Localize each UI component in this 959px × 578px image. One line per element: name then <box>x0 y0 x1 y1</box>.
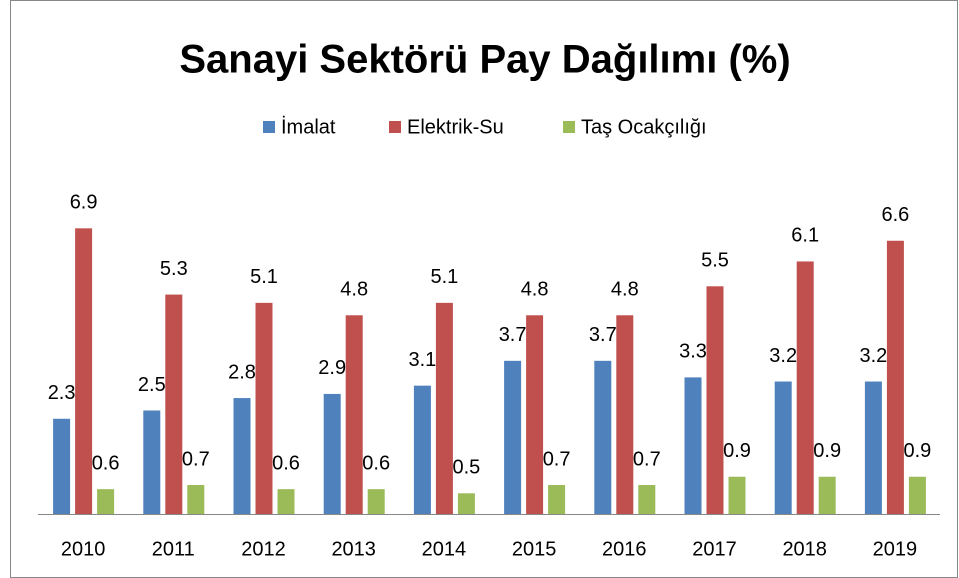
data-label: 6.1 <box>791 225 819 247</box>
bar <box>526 315 544 514</box>
bar <box>457 493 475 514</box>
data-label: 0.6 <box>92 452 120 474</box>
data-label: 6.6 <box>881 204 909 226</box>
bar <box>616 315 634 514</box>
x-tick-label: 2013 <box>331 538 376 560</box>
bar <box>706 286 724 514</box>
data-label: 5.5 <box>701 250 729 272</box>
data-label: 5.3 <box>160 258 188 280</box>
data-label: 0.7 <box>543 448 571 470</box>
x-tick-label: 2014 <box>422 538 467 560</box>
bar <box>864 381 882 514</box>
bar <box>684 377 702 514</box>
legend-label: Elektrik-Su <box>407 116 504 138</box>
bar <box>277 489 295 514</box>
data-label: 5.1 <box>250 266 278 288</box>
legend-swatch <box>389 121 401 133</box>
data-label: 4.8 <box>521 279 549 301</box>
data-label: 3.2 <box>859 345 887 367</box>
data-label: 0.5 <box>452 457 480 479</box>
x-tick-label: 2016 <box>602 538 647 560</box>
bar <box>728 476 746 514</box>
data-label: 0.9 <box>813 440 841 462</box>
bar <box>594 360 612 514</box>
data-label: 3.3 <box>679 341 707 363</box>
legend-label: İmalat <box>281 115 336 138</box>
bar <box>323 393 341 514</box>
bar <box>413 385 431 514</box>
x-tick-label: 2012 <box>241 538 286 560</box>
bar <box>796 261 814 514</box>
x-tick-label: 2018 <box>782 538 827 560</box>
bar <box>165 294 183 514</box>
data-label: 6.9 <box>70 192 98 214</box>
data-label: 3.7 <box>589 324 617 346</box>
bar <box>143 410 161 514</box>
bar <box>233 398 251 514</box>
bar <box>345 315 363 514</box>
data-label: 5.1 <box>430 266 458 288</box>
data-label: 0.7 <box>182 448 210 470</box>
data-label: 2.5 <box>138 374 166 396</box>
data-label: 2.9 <box>318 357 346 379</box>
data-label: 0.6 <box>362 452 390 474</box>
data-label: 3.1 <box>408 349 436 371</box>
legend-swatch <box>263 121 275 133</box>
bar <box>818 476 836 514</box>
chart-title: Sanayi Sektörü Pay Dağılımı (%) <box>179 38 790 82</box>
bar <box>75 228 93 514</box>
data-label: 2.3 <box>48 382 76 404</box>
x-tick-label: 2019 <box>873 538 918 560</box>
data-label: 3.2 <box>769 345 797 367</box>
legend-label: Taş Ocakçılığı <box>581 116 707 138</box>
x-tick-label: 2011 <box>152 538 195 560</box>
bar <box>886 240 904 514</box>
bar <box>97 489 115 514</box>
bar <box>367 489 385 514</box>
data-label: 0.9 <box>723 440 751 462</box>
data-label: 3.7 <box>499 324 527 346</box>
bar <box>548 485 566 514</box>
data-label: 0.7 <box>633 448 661 470</box>
bar <box>504 360 522 514</box>
bar <box>255 302 273 514</box>
bar <box>774 381 792 514</box>
data-label: 0.9 <box>903 440 931 462</box>
bar <box>53 418 71 514</box>
bar <box>187 485 205 514</box>
legend-swatch <box>563 121 575 133</box>
x-tick-label: 2010 <box>61 538 106 560</box>
bar <box>638 485 656 514</box>
x-tick-label: 2017 <box>692 538 737 560</box>
data-label: 0.6 <box>272 452 300 474</box>
data-label: 2.8 <box>228 361 256 383</box>
bar <box>435 302 453 514</box>
data-label: 4.8 <box>611 279 639 301</box>
bar <box>908 476 926 514</box>
data-label: 4.8 <box>340 279 368 301</box>
x-tick-label: 2015 <box>512 538 557 560</box>
